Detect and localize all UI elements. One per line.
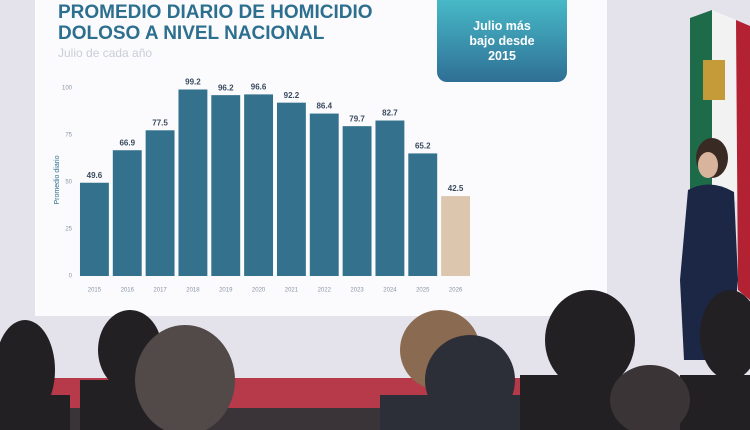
x-tick-label: 2017: [153, 288, 167, 294]
bar: [441, 196, 471, 276]
bar: [342, 126, 372, 276]
value-label: 86.4: [316, 102, 332, 111]
bar: [375, 120, 405, 276]
value-label: 65.2: [415, 142, 431, 151]
bar: [408, 153, 438, 276]
chart-subtitle: Julio de cada año: [58, 46, 153, 60]
x-tick-label: 2019: [219, 288, 233, 294]
bar: [211, 95, 241, 276]
value-label: 66.9: [119, 138, 135, 147]
x-tick-label: 2018: [186, 288, 200, 294]
x-tick-label: 2025: [416, 288, 430, 294]
value-label: 79.7: [349, 114, 365, 123]
chart-title: PROMEDIO DIARIO DE HOMICIDIO DOLOSO A NI…: [58, 2, 373, 44]
value-label: 82.7: [382, 109, 398, 118]
x-tick-label: 2026: [449, 288, 463, 294]
y-tick-label: 25: [65, 227, 72, 233]
annotation-badge: Julio más bajo desde 2015: [437, 0, 567, 82]
value-label: 92.2: [284, 91, 300, 100]
bar: [244, 94, 274, 276]
x-tick-label: 2021: [285, 288, 299, 294]
value-label: 42.5: [448, 184, 464, 193]
y-tick-label: 75: [65, 133, 72, 139]
x-tick-label: 2016: [121, 288, 135, 294]
y-tick-label: 0: [69, 274, 73, 280]
bar: [178, 89, 208, 276]
value-label: 77.5: [152, 118, 168, 127]
x-tick-label: 2015: [88, 288, 102, 294]
x-tick-label: 2022: [318, 288, 332, 294]
y-tick-label: 50: [65, 180, 72, 186]
value-label: 49.6: [87, 171, 103, 180]
audience: [0, 290, 750, 430]
bar: [309, 113, 339, 277]
value-label: 96.6: [251, 83, 267, 92]
y-tick-label: 100: [62, 86, 73, 92]
value-label: 99.2: [185, 78, 201, 87]
x-tick-label: 2024: [383, 288, 397, 294]
bar: [145, 130, 175, 276]
y-axis-label: Promedio diario: [54, 155, 61, 204]
value-label: 96.2: [218, 83, 234, 92]
x-tick-label: 2020: [252, 288, 266, 294]
bar: [276, 102, 306, 276]
bar: [79, 182, 109, 276]
x-tick-label: 2023: [350, 288, 364, 294]
bar: [112, 150, 142, 276]
